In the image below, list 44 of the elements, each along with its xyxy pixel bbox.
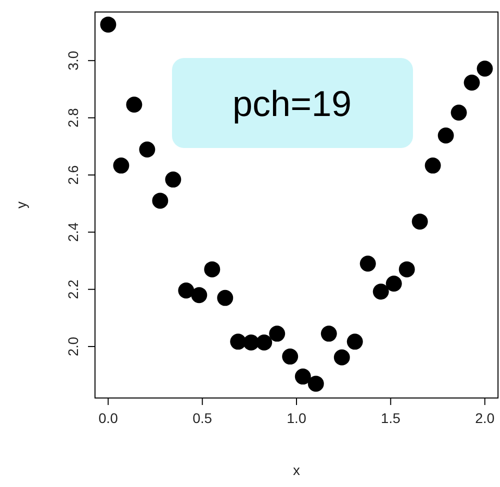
x-tick-label: 0.0 <box>98 410 118 426</box>
x-tick-label: 1.5 <box>380 410 401 426</box>
point <box>424 158 441 174</box>
point <box>165 172 182 188</box>
point <box>256 334 272 351</box>
annotation: pch=19 <box>232 83 352 124</box>
point <box>113 158 130 174</box>
point <box>398 261 415 278</box>
y-tick-label: 2.4 <box>65 222 81 242</box>
point <box>320 326 337 342</box>
point <box>178 282 194 298</box>
y-tick-label: 2.2 <box>65 279 81 300</box>
x-tick-label: 1.0 <box>286 410 306 426</box>
point <box>334 349 350 366</box>
point <box>191 287 208 304</box>
x-tick-label: 2.0 <box>475 410 495 426</box>
y-tick-label: 3.0 <box>65 50 81 70</box>
point <box>360 256 376 272</box>
point <box>386 276 402 292</box>
point <box>450 104 467 121</box>
point <box>269 326 286 342</box>
x-tick-label: 0.5 <box>192 410 212 426</box>
point <box>217 290 234 306</box>
point <box>308 376 324 392</box>
point <box>438 128 454 144</box>
point <box>372 284 389 300</box>
point <box>412 214 428 230</box>
y-tick-label: 2.8 <box>65 108 81 128</box>
point <box>476 60 493 77</box>
point <box>464 74 480 91</box>
x-axis-title: x <box>293 462 300 478</box>
point <box>230 334 246 350</box>
y-tick-label: 2.0 <box>65 336 81 356</box>
point <box>139 142 156 158</box>
y-tick-label: 2.6 <box>65 165 81 185</box>
point <box>204 261 220 278</box>
point <box>152 192 168 209</box>
point <box>243 334 260 351</box>
point <box>294 368 311 385</box>
point <box>126 96 142 113</box>
y-axis-title: y <box>13 202 29 208</box>
point <box>282 348 298 365</box>
point <box>100 16 116 33</box>
point <box>346 334 363 350</box>
